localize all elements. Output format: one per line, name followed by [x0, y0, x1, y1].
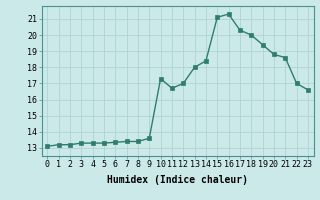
- X-axis label: Humidex (Indice chaleur): Humidex (Indice chaleur): [107, 175, 248, 185]
